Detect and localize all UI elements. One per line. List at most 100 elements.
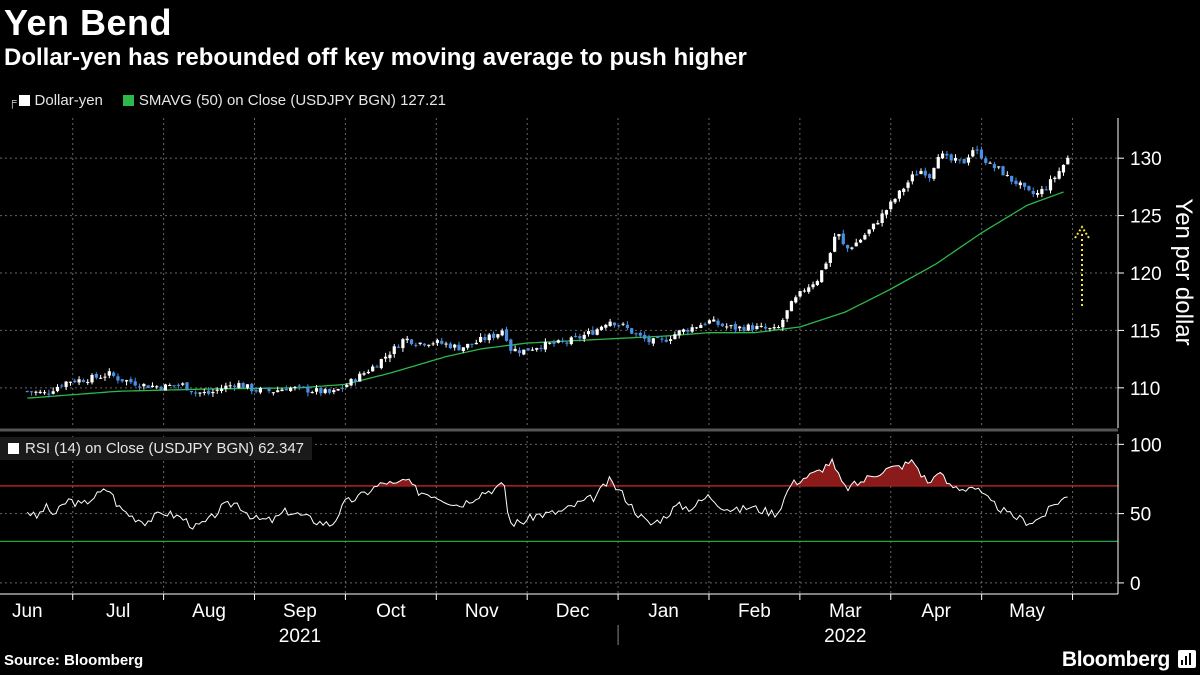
candle-body — [988, 162, 992, 164]
candle-body — [263, 388, 267, 390]
candle-body — [833, 236, 837, 252]
candle-body — [530, 349, 535, 351]
candle-body — [660, 338, 664, 340]
candle-body — [621, 323, 625, 325]
candle-body — [474, 342, 478, 345]
candle-body — [241, 382, 245, 388]
candle-body — [586, 331, 591, 335]
candle-body — [876, 222, 880, 225]
candle-body — [444, 343, 448, 345]
candle-body — [409, 339, 414, 345]
candle-body — [608, 321, 612, 327]
candle-body — [353, 379, 357, 382]
candle-body — [358, 373, 362, 382]
rsi-line — [26, 457, 1068, 530]
candle-body — [107, 371, 111, 376]
candle-body — [453, 344, 457, 348]
candle-body — [811, 284, 815, 288]
candle-body — [928, 174, 932, 179]
candle-body — [733, 323, 737, 330]
candle-body — [202, 392, 206, 394]
candle-body — [224, 385, 228, 390]
candle-body — [694, 327, 699, 329]
candle-body — [42, 392, 47, 394]
candle-body — [133, 381, 137, 386]
candle-body — [582, 334, 586, 339]
candle-body — [293, 386, 297, 388]
candle-body — [720, 323, 724, 327]
candle-body — [517, 350, 522, 354]
candle-body — [345, 384, 349, 388]
candle-body — [686, 329, 690, 332]
candle-body — [86, 381, 90, 383]
month-label: Mar — [829, 601, 862, 622]
candle-body — [137, 386, 142, 388]
candle-body — [1005, 175, 1009, 177]
legend-sma-value: 127.21 — [400, 92, 446, 109]
candle-body — [763, 326, 768, 329]
candle-body — [1044, 189, 1048, 191]
candle-body — [729, 325, 733, 327]
candle-body — [427, 344, 431, 346]
candle-body — [647, 337, 651, 343]
price-tick-label: 120 — [1130, 264, 1162, 285]
candle-body — [1014, 180, 1018, 184]
candle-body — [971, 150, 975, 157]
candle-body — [845, 244, 850, 249]
candle-body — [746, 324, 750, 331]
candle-body — [254, 390, 258, 392]
candle-body — [284, 388, 288, 391]
month-label: Aug — [192, 601, 226, 622]
candle-body — [1057, 171, 1061, 179]
candle-body — [129, 379, 133, 383]
candle-body — [707, 320, 712, 324]
candle-body — [535, 348, 539, 350]
candle-body — [651, 338, 655, 344]
candle-body — [414, 344, 418, 346]
price-tick-label: 110 — [1130, 379, 1160, 400]
candle-body — [902, 188, 906, 192]
legend-dollar-yen: Dollar-yen — [34, 92, 103, 109]
candle-body — [245, 384, 250, 388]
candle-body — [543, 341, 547, 350]
candle-body — [612, 322, 617, 326]
candle-body — [552, 342, 556, 344]
candle-body — [794, 297, 798, 303]
candle-body — [681, 329, 686, 332]
grid-lines — [0, 118, 1118, 594]
candle-body — [984, 158, 988, 163]
candle-body — [932, 168, 936, 179]
candle-body — [496, 334, 500, 338]
sma-layer — [27, 191, 1064, 399]
candle-body — [565, 342, 569, 344]
candle-body — [854, 242, 858, 247]
candle-body — [163, 384, 168, 391]
bloomberg-chart-icon — [1178, 650, 1196, 668]
month-label: Oct — [376, 601, 406, 622]
candle-body — [77, 379, 81, 383]
candle-body — [880, 213, 884, 223]
candle-body — [1061, 164, 1066, 173]
candle-body — [802, 290, 807, 292]
candle-body — [548, 342, 552, 344]
candle-body — [150, 385, 155, 388]
month-label: Apr — [921, 601, 951, 622]
candle-body — [267, 388, 271, 392]
chart-title: Yen Bend — [4, 2, 173, 43]
candle-body — [211, 391, 215, 394]
candle-body — [172, 385, 176, 387]
candle-body — [884, 210, 889, 215]
candle-body — [1066, 157, 1070, 165]
candle-body — [789, 301, 794, 312]
candle-body — [906, 182, 910, 188]
candle-body — [64, 381, 68, 387]
candle-body — [250, 383, 254, 392]
candle-body — [591, 330, 595, 335]
candle-body — [181, 383, 185, 385]
candle-body — [668, 339, 673, 341]
candle-body — [327, 389, 332, 393]
candles-layer — [25, 145, 1070, 398]
candle-body — [466, 343, 470, 348]
candle-body — [116, 376, 120, 381]
candle-body — [979, 149, 984, 159]
